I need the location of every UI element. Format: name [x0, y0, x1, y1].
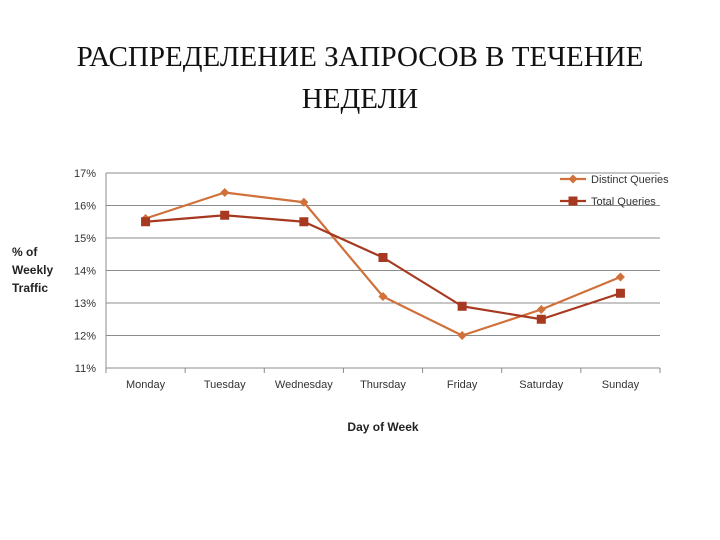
legend-label: Distinct Queries	[591, 174, 669, 186]
data-point	[457, 301, 467, 311]
x-tick-label: Sunday	[602, 379, 640, 391]
data-point	[536, 314, 546, 324]
slide-title-line-2: НЕДЕЛИ	[301, 83, 419, 115]
gridlines	[106, 172, 660, 336]
y-tick-label: 11%	[75, 363, 96, 375]
series-total-queries	[141, 210, 625, 324]
legend-entry: Distinct Queries	[560, 174, 669, 186]
y-tick-label: 14%	[74, 266, 96, 278]
series-distinct-queries	[141, 188, 625, 340]
data-point	[378, 253, 388, 262]
y-axis-label-line-3: Traffic	[12, 281, 48, 295]
data-point	[299, 197, 309, 207]
y-tick-label: 15%	[74, 233, 96, 245]
x-axis-label: Day of Week	[347, 420, 418, 434]
data-point	[457, 331, 467, 340]
data-point	[615, 272, 625, 282]
x-tick-label: Wednesday	[275, 379, 333, 391]
legend: Distinct Queries Total Queries	[560, 174, 669, 208]
x-tick-label: Thursday	[360, 379, 406, 391]
y-axis-label: % of Weekly Traffic	[12, 245, 56, 295]
axes: 11% 12% 13% 14% 15% 16% 17% Monday Tuesday Wednes…	[74, 168, 661, 391]
legend-entry: Total Queries	[560, 196, 656, 208]
data-point	[299, 217, 309, 227]
series-line	[145, 191, 621, 337]
series	[141, 188, 625, 340]
series-line	[145, 214, 621, 321]
y-tick-label: 13%	[74, 298, 96, 310]
data-point	[378, 292, 388, 301]
legend-marker	[568, 196, 578, 206]
y-tick-label: 12%	[74, 331, 96, 343]
legend-label: Total Queries	[591, 196, 656, 208]
data-point	[220, 188, 230, 197]
x-tick-label: Saturday	[519, 379, 564, 391]
x-tick-label: Tuesday	[204, 379, 246, 391]
data-point	[220, 210, 230, 220]
y-tick-label: 17%	[74, 168, 96, 180]
y-axis-label-line-1: % of	[12, 245, 38, 259]
slide-title: РАСПРЕДЕЛЕНИЕ ЗАПРОСОВ В ТЕЧЕНИЕ НЕДЕЛИ	[30, 36, 690, 120]
data-point	[615, 288, 625, 298]
y-tick-label: 16%	[74, 201, 96, 213]
y-axis-label-line-2: Weekly	[12, 263, 53, 277]
x-tick-label: Monday	[126, 379, 166, 391]
legend-marker	[568, 174, 578, 184]
slide-title-line-1: РАСПРЕДЕЛЕНИЕ ЗАПРОСОВ В ТЕЧЕНИЕ	[76, 41, 644, 73]
data-point	[141, 217, 151, 227]
data-point	[536, 305, 546, 314]
labels: Day of Week % of Weekly Traffic	[12, 245, 419, 434]
x-tick-label: Friday	[447, 379, 478, 391]
